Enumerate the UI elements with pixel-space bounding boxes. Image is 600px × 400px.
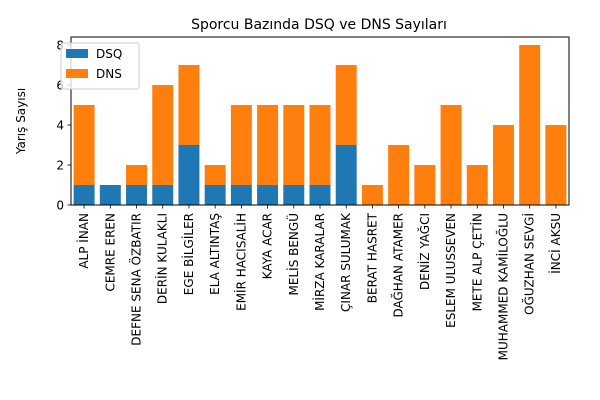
bar-dns-2 bbox=[126, 165, 148, 185]
bar-dsq-0 bbox=[73, 185, 95, 205]
x-tick-label: EMİR HACISALİH bbox=[233, 213, 248, 311]
x-tick-label: OĞUZHAN SEVGİ bbox=[522, 213, 537, 315]
x-tick-label: DAĞHAN ATAMER bbox=[391, 213, 406, 318]
x-tick-label: ALP İNAN bbox=[76, 213, 91, 269]
bar-dns-17 bbox=[519, 45, 541, 205]
bar-dns-0 bbox=[73, 105, 95, 185]
x-tick-label: ESLEM ULUSSEVEN bbox=[444, 213, 458, 328]
legend-swatch-dns bbox=[66, 69, 88, 78]
bar-dsq-9 bbox=[309, 185, 331, 205]
bar-dns-9 bbox=[309, 105, 331, 185]
legend-label-dns: DNS bbox=[96, 67, 122, 81]
plot-frame bbox=[70, 36, 570, 206]
x-tick-label: METE ALP ÇETİN bbox=[469, 213, 484, 311]
chart-title: Sporcu Bazında DSQ ve DNS Sayıları bbox=[191, 17, 447, 33]
bar-dns-13 bbox=[414, 165, 436, 205]
bar-dsq-5 bbox=[204, 185, 226, 205]
x-tick-label: BERAT HASRET bbox=[365, 212, 379, 303]
x-tick-label: DERİN KULAKLI bbox=[155, 213, 170, 304]
bar-dns-7 bbox=[257, 105, 279, 185]
bar-dns-11 bbox=[361, 185, 383, 205]
bar-dns-3 bbox=[152, 85, 174, 185]
bar-dns-10 bbox=[335, 65, 357, 145]
bar-dns-5 bbox=[204, 165, 226, 185]
y-axis-label: Yarış Sayısı bbox=[14, 88, 28, 155]
bar-dsq-8 bbox=[283, 185, 305, 205]
bar-dsq-7 bbox=[257, 185, 279, 205]
x-tick-label: EGE BİLGİLER bbox=[181, 213, 196, 295]
bar-dsq-1 bbox=[99, 185, 121, 205]
y-tick-label: 4 bbox=[56, 119, 64, 133]
y-tick-label: 0 bbox=[56, 199, 64, 213]
y-tick-label: 8 bbox=[56, 39, 64, 53]
legend-label-dsq: DSQ bbox=[96, 47, 122, 61]
bar-dns-15 bbox=[466, 165, 488, 205]
bar-dsq-3 bbox=[152, 185, 174, 205]
x-tick-label: ÇINAR SULUMAK bbox=[339, 212, 353, 312]
x-tick-label: DENİZ YAĞCI bbox=[417, 213, 432, 290]
x-tick-label: CEMRE EREN bbox=[103, 213, 117, 292]
y-tick-label: 6 bbox=[56, 79, 64, 93]
bar-dns-8 bbox=[283, 105, 305, 185]
x-tick-label: MUHAMMED KAMİLOĞLU bbox=[495, 213, 510, 360]
x-tick-label: ELA ALTINTAŞ bbox=[208, 213, 222, 295]
bar-dns-4 bbox=[178, 65, 200, 145]
bar-dsq-4 bbox=[178, 145, 200, 205]
x-axis-ticks: ALP İNAN CEMRE EREN DEFNE SENA ÖZBATIR DERİ… bbox=[76, 205, 563, 360]
x-tick-label: KAYA ACAR bbox=[261, 213, 275, 279]
bar-dsq-2 bbox=[126, 185, 148, 205]
bar-dns-12 bbox=[388, 145, 410, 205]
legend: DSQ DNS bbox=[60, 42, 140, 90]
bars bbox=[73, 45, 567, 205]
bar-dns-14 bbox=[440, 105, 462, 205]
x-tick-label: İNCİ AKSU bbox=[548, 213, 563, 274]
bar-dns-16 bbox=[492, 125, 514, 205]
bar-dsq-10 bbox=[335, 145, 357, 205]
legend-swatch-dsq bbox=[66, 49, 88, 58]
bar-dsq-6 bbox=[230, 185, 252, 205]
x-tick-label: DEFNE SENA ÖZBATIR bbox=[128, 213, 144, 346]
x-tick-label: MİRZA KARALAR bbox=[312, 213, 327, 311]
bar-dns-6 bbox=[230, 105, 252, 185]
y-tick-label: 2 bbox=[56, 159, 64, 173]
bar-dns-18 bbox=[545, 125, 567, 205]
x-tick-label: MELİS BENGÜ bbox=[285, 213, 301, 295]
